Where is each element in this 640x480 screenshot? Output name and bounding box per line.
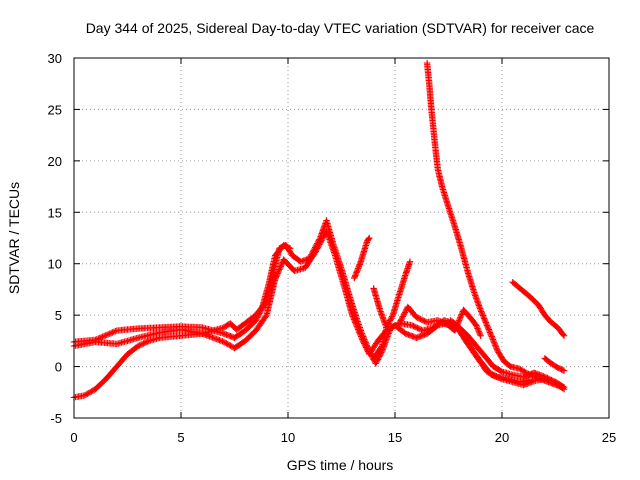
y-tick-label: 25 bbox=[48, 102, 62, 117]
series-track-11 bbox=[541, 355, 568, 374]
x-tick-label: 10 bbox=[281, 430, 295, 445]
x-axis-label: GPS time / hours bbox=[287, 457, 394, 473]
series-track-8 bbox=[423, 59, 566, 391]
series-marker-path bbox=[383, 258, 414, 331]
data-marks bbox=[70, 59, 568, 401]
series-marker-path bbox=[423, 59, 566, 391]
series-marker-path bbox=[509, 279, 568, 339]
y-tick-label: 5 bbox=[55, 308, 62, 323]
chart-title: Day 344 of 2025, Sidereal Day-to-day VTE… bbox=[86, 20, 595, 36]
x-tick-label: 25 bbox=[602, 430, 616, 445]
series-marker-path bbox=[396, 303, 484, 339]
series-track-7 bbox=[396, 303, 484, 339]
x-tick-label: 20 bbox=[495, 430, 509, 445]
series-marker-path bbox=[70, 217, 534, 386]
series-marker-path bbox=[447, 317, 568, 391]
series-track-6 bbox=[383, 258, 414, 331]
y-tick-label: 0 bbox=[55, 360, 62, 375]
series-track-9 bbox=[447, 317, 568, 391]
y-tick-label: 20 bbox=[48, 154, 62, 169]
series-track-10 bbox=[509, 279, 568, 339]
x-tick-label: 15 bbox=[388, 430, 402, 445]
plot-frame bbox=[73, 57, 610, 419]
grid bbox=[74, 58, 609, 418]
y-tick-label: 10 bbox=[48, 257, 62, 272]
y-tick-label: -5 bbox=[50, 411, 62, 426]
series-marker-path bbox=[351, 234, 373, 282]
x-tick-label: 5 bbox=[177, 430, 184, 445]
y-tick-label: 15 bbox=[48, 205, 62, 220]
ticks: 0 5 10 15 20 25 -5 0 5 10 15 20 25 30 bbox=[48, 51, 617, 445]
series-track-4 bbox=[351, 234, 373, 282]
series-marker-path bbox=[541, 355, 568, 374]
x-tick-label: 0 bbox=[70, 430, 77, 445]
y-tick-label: 30 bbox=[48, 51, 62, 66]
y-axis-label: SDTVAR / TECUs bbox=[6, 182, 22, 294]
series-track-1 bbox=[70, 217, 534, 386]
